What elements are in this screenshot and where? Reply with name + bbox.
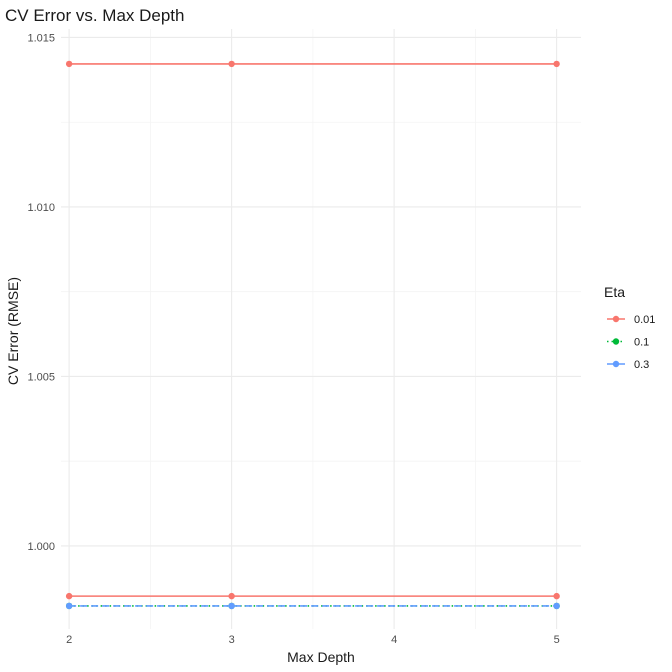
legend-key-point [612, 338, 620, 345]
data-point [553, 592, 560, 600]
legend-label: 0.3 [634, 359, 649, 371]
legend-item: 0.01 [607, 314, 655, 326]
y-tick-label: 1.000 [27, 541, 55, 553]
y-axis-ticks: 1.000 1.005 1.010 1.015 [27, 32, 55, 552]
legend-key-point [612, 360, 620, 368]
legend-item: 0.3 [607, 359, 649, 371]
data-point [553, 602, 560, 610]
series-0.01 [65, 592, 560, 600]
chart-title: CV Error vs. Max Depth [5, 6, 185, 25]
data-point [65, 60, 73, 68]
x-tick-label: 5 [554, 634, 560, 646]
y-tick-label: 1.010 [27, 202, 55, 214]
series-0.01 [65, 60, 560, 68]
legend-title: Eta [604, 284, 625, 300]
data-point [65, 602, 73, 610]
x-tick-label: 2 [66, 634, 72, 646]
series-0.3 [65, 602, 560, 610]
data-point [65, 592, 73, 600]
legend-label: 0.01 [634, 314, 655, 326]
y-axis-label: CV Error (RMSE) [5, 277, 21, 385]
x-tick-label: 4 [391, 634, 397, 646]
x-tick-label: 3 [229, 634, 235, 646]
legend-key-point [612, 315, 620, 323]
data-point [228, 602, 235, 610]
y-tick-label: 1.005 [27, 371, 55, 383]
series-layer [65, 60, 560, 610]
x-axis-ticks: 2 3 4 5 [66, 634, 560, 646]
grid [61, 29, 581, 629]
data-point [228, 592, 235, 600]
x-axis-label: Max Depth [287, 649, 355, 665]
y-tick-label: 1.015 [27, 32, 55, 44]
data-point [228, 60, 235, 68]
legend-item: 0.1 [607, 337, 649, 349]
legend: Eta 0.01 0.1 0.3 [604, 284, 655, 371]
legend-label: 0.1 [634, 337, 649, 349]
data-point [553, 60, 560, 68]
